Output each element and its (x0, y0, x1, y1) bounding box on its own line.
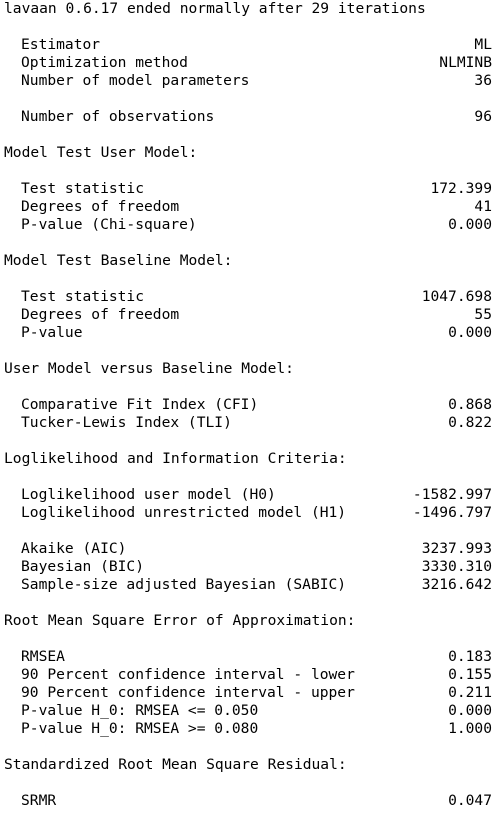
estimator-row: Estimator ML (4, 36, 492, 54)
row-value: 55 (474, 306, 492, 323)
section-title-rmsea: Root Mean Square Error of Approximation: (4, 612, 356, 629)
row-value: 3237.993 (421, 540, 492, 557)
row-label: Degrees of freedom (21, 306, 180, 323)
row-label: RMSEA (21, 648, 65, 665)
stat-row: Tucker-Lewis Index (TLI) 0.822 (4, 414, 492, 432)
row-value: 3330.310 (421, 558, 492, 575)
row-label: Loglikelihood user model (H0) (21, 486, 276, 503)
section-title-srmr: Standardized Root Mean Square Residual: (4, 756, 347, 773)
stat-row: Loglikelihood unrestricted model (H1) -1… (4, 504, 492, 522)
blank-line (4, 432, 492, 450)
section-title-user-model: Model Test User Model: (4, 144, 198, 161)
header-line: lavaan 0.6.17 ended normally after 29 it… (4, 0, 426, 17)
row-value: 0.000 (448, 324, 492, 341)
blank-line (4, 594, 492, 612)
stat-row: 90 Percent confidence interval - lower 0… (4, 666, 492, 684)
optimization-row: Optimization method NLMINB (4, 54, 492, 72)
row-value: -1582.997 (412, 486, 492, 503)
row-value: 172.399 (430, 180, 492, 197)
row-label: Test statistic (21, 288, 145, 305)
row-label: P-value H_0: RMSEA <= 0.050 (21, 702, 259, 719)
row-value: 41 (474, 198, 492, 215)
row-value: 96 (474, 108, 492, 125)
row-value: 0.155 (448, 666, 492, 683)
row-value: 0.183 (448, 648, 492, 665)
row-label: P-value H_0: RMSEA >= 0.080 (21, 720, 259, 737)
row-label: Comparative Fit Index (CFI) (21, 396, 259, 413)
stat-row: Comparative Fit Index (CFI) 0.868 (4, 396, 492, 414)
row-label: Loglikelihood unrestricted model (H1) (21, 504, 347, 521)
blank-line (4, 738, 492, 756)
blank-line (4, 378, 492, 396)
row-label: Tucker-Lewis Index (TLI) (21, 414, 232, 431)
blank-line (4, 162, 492, 180)
row-label: P-value (21, 324, 83, 341)
stat-row: Bayesian (BIC) 3330.310 (4, 558, 492, 576)
stat-row: Degrees of freedom 55 (4, 306, 492, 324)
stat-row: P-value H_0: RMSEA >= 0.080 1.000 (4, 720, 492, 738)
row-label: Number of observations (21, 108, 215, 125)
blank-line (4, 468, 492, 486)
blank-line (4, 90, 492, 108)
stat-row: 90 Percent confidence interval - upper 0… (4, 684, 492, 702)
stat-row: Akaike (AIC) 3237.993 (4, 540, 492, 558)
row-value: 0.000 (448, 216, 492, 233)
row-value: 0.822 (448, 414, 492, 431)
row-value: -1496.797 (412, 504, 492, 521)
row-value: 0.211 (448, 684, 492, 701)
row-label: SRMR (21, 792, 57, 809)
stat-row: Degrees of freedom 41 (4, 198, 492, 216)
row-value: 36 (474, 72, 492, 89)
row-value: 1047.698 (421, 288, 492, 305)
row-label: Optimization method (21, 54, 188, 71)
stat-row: Sample-size adjusted Bayesian (SABIC) 32… (4, 576, 492, 594)
blank-line (4, 18, 492, 36)
section-title-loglik: Loglikelihood and Information Criteria: (4, 450, 347, 467)
row-value: NLMINB (439, 54, 492, 71)
console-output: lavaan 0.6.17 ended normally after 29 it… (4, 0, 492, 810)
blank-line (4, 342, 492, 360)
row-label: Estimator (21, 36, 101, 53)
stat-row: Test statistic 172.399 (4, 180, 492, 198)
stat-row: P-value H_0: RMSEA <= 0.050 0.000 (4, 702, 492, 720)
row-label: Akaike (AIC) (21, 540, 127, 557)
blank-line (4, 630, 492, 648)
stat-row: Test statistic 1047.698 (4, 288, 492, 306)
row-label: Sample-size adjusted Bayesian (SABIC) (21, 576, 347, 593)
row-value: 0.868 (448, 396, 492, 413)
row-label: P-value (Chi-square) (21, 216, 197, 233)
row-label: Degrees of freedom (21, 198, 180, 215)
blank-line (4, 234, 492, 252)
blank-line (4, 774, 492, 792)
row-label: 90 Percent confidence interval - upper (21, 684, 355, 701)
row-value: 1.000 (448, 720, 492, 737)
row-label: 90 Percent confidence interval - lower (21, 666, 355, 683)
stat-row: Loglikelihood user model (H0) -1582.997 (4, 486, 492, 504)
row-value: ML (474, 36, 492, 53)
blank-line (4, 126, 492, 144)
n-params-row: Number of model parameters 36 (4, 72, 492, 90)
stat-row: RMSEA 0.183 (4, 648, 492, 666)
blank-line (4, 270, 492, 288)
section-title-baseline-model: Model Test Baseline Model: (4, 252, 233, 269)
section-title-user-vs-baseline: User Model versus Baseline Model: (4, 360, 294, 377)
row-label: Number of model parameters (21, 72, 250, 89)
stat-row: SRMR 0.047 (4, 792, 492, 810)
row-label: Test statistic (21, 180, 145, 197)
n-obs-row: Number of observations 96 (4, 108, 492, 126)
stat-row: P-value (Chi-square) 0.000 (4, 216, 492, 234)
blank-line (4, 522, 492, 540)
row-value: 0.047 (448, 792, 492, 809)
row-value: 0.000 (448, 702, 492, 719)
row-value: 3216.642 (421, 576, 492, 593)
row-label: Bayesian (BIC) (21, 558, 145, 575)
stat-row: P-value 0.000 (4, 324, 492, 342)
